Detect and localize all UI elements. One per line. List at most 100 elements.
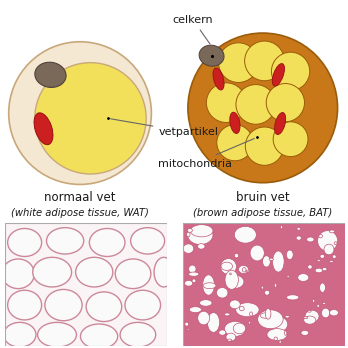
Ellipse shape — [213, 68, 224, 90]
Ellipse shape — [187, 232, 190, 237]
Ellipse shape — [274, 337, 277, 340]
Ellipse shape — [154, 257, 174, 287]
Ellipse shape — [47, 228, 84, 254]
Ellipse shape — [305, 310, 319, 322]
Ellipse shape — [304, 316, 316, 324]
Ellipse shape — [38, 322, 77, 347]
Ellipse shape — [189, 265, 196, 273]
Ellipse shape — [332, 255, 336, 259]
Ellipse shape — [226, 275, 244, 288]
Ellipse shape — [184, 280, 193, 286]
Ellipse shape — [272, 251, 284, 272]
Ellipse shape — [199, 300, 212, 306]
Ellipse shape — [298, 274, 309, 282]
Ellipse shape — [185, 322, 189, 326]
Ellipse shape — [265, 308, 271, 319]
Ellipse shape — [207, 313, 220, 332]
Ellipse shape — [301, 330, 309, 335]
Ellipse shape — [89, 229, 125, 256]
Ellipse shape — [272, 64, 285, 86]
Text: (brown adipose tissue, BAT): (brown adipose tissue, BAT) — [193, 208, 332, 218]
Ellipse shape — [239, 307, 244, 311]
Circle shape — [188, 33, 338, 183]
Ellipse shape — [267, 329, 287, 340]
Ellipse shape — [226, 333, 236, 341]
Ellipse shape — [187, 228, 192, 232]
Ellipse shape — [233, 323, 246, 334]
Ellipse shape — [308, 310, 311, 312]
Text: (white adipose tissue, WAT): (white adipose tissue, WAT) — [11, 208, 149, 218]
Ellipse shape — [234, 226, 256, 243]
Ellipse shape — [286, 295, 299, 300]
Circle shape — [219, 43, 258, 82]
Circle shape — [35, 63, 146, 174]
Ellipse shape — [250, 245, 264, 261]
Ellipse shape — [330, 309, 338, 316]
Ellipse shape — [334, 242, 337, 245]
Text: normaal vet: normaal vet — [44, 191, 116, 204]
Ellipse shape — [286, 250, 293, 260]
Circle shape — [245, 41, 284, 81]
Ellipse shape — [297, 228, 301, 230]
Ellipse shape — [125, 290, 160, 320]
Ellipse shape — [274, 283, 277, 287]
Ellipse shape — [189, 272, 199, 276]
Ellipse shape — [323, 302, 326, 304]
Ellipse shape — [318, 231, 338, 251]
Ellipse shape — [242, 268, 246, 272]
Ellipse shape — [86, 292, 122, 322]
Ellipse shape — [317, 260, 321, 262]
Ellipse shape — [8, 229, 42, 256]
Ellipse shape — [296, 236, 301, 240]
Ellipse shape — [307, 237, 314, 242]
Ellipse shape — [229, 300, 240, 309]
Ellipse shape — [315, 268, 323, 273]
Ellipse shape — [8, 290, 42, 320]
Circle shape — [236, 85, 276, 124]
Ellipse shape — [272, 317, 288, 331]
Ellipse shape — [219, 330, 226, 335]
Ellipse shape — [280, 226, 283, 229]
Ellipse shape — [319, 235, 323, 238]
Ellipse shape — [248, 322, 251, 324]
Ellipse shape — [224, 313, 230, 316]
Ellipse shape — [317, 304, 319, 308]
Ellipse shape — [275, 112, 286, 135]
Ellipse shape — [221, 262, 232, 270]
Text: bruin vet: bruin vet — [236, 191, 290, 204]
Ellipse shape — [263, 256, 270, 267]
Ellipse shape — [236, 303, 259, 317]
Ellipse shape — [34, 113, 53, 145]
Ellipse shape — [45, 290, 82, 321]
Ellipse shape — [285, 331, 287, 335]
Ellipse shape — [130, 228, 165, 254]
Circle shape — [206, 83, 246, 122]
Ellipse shape — [230, 273, 231, 275]
Ellipse shape — [80, 324, 118, 348]
Ellipse shape — [216, 287, 228, 298]
Ellipse shape — [198, 244, 205, 249]
Ellipse shape — [319, 283, 325, 292]
Text: vetpartikel: vetpartikel — [111, 119, 218, 137]
Ellipse shape — [260, 313, 270, 318]
Ellipse shape — [199, 45, 224, 66]
Ellipse shape — [189, 307, 201, 313]
Circle shape — [245, 127, 284, 165]
Ellipse shape — [238, 266, 248, 274]
Ellipse shape — [192, 279, 196, 283]
Ellipse shape — [308, 265, 312, 269]
Ellipse shape — [330, 261, 333, 262]
Circle shape — [217, 125, 253, 161]
Ellipse shape — [198, 311, 210, 325]
Text: mitochondria: mitochondria — [158, 139, 254, 168]
Ellipse shape — [76, 257, 113, 287]
Ellipse shape — [258, 310, 283, 329]
Ellipse shape — [324, 244, 334, 255]
Ellipse shape — [2, 259, 34, 288]
Ellipse shape — [287, 275, 289, 278]
Circle shape — [271, 52, 310, 90]
Ellipse shape — [230, 112, 240, 134]
Ellipse shape — [3, 322, 36, 347]
Ellipse shape — [322, 308, 330, 318]
Ellipse shape — [228, 339, 232, 341]
